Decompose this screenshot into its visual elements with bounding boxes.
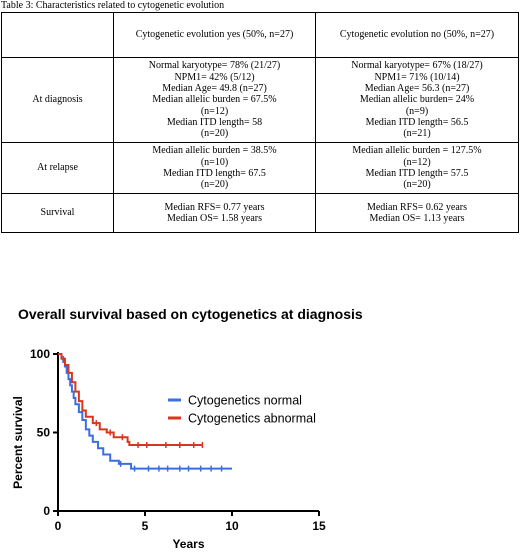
table-header-row: Cytogenetic evolution yes (50%, n=27) Cy… [1,12,519,58]
x-tick-label: 10 [225,519,239,533]
cell-line: (n=21) [403,128,431,140]
y-tick-label: 100 [30,347,50,361]
header-cell-empty [1,12,114,58]
y-tick-label: 50 [37,426,51,440]
table-caption: Table 3: Characteristics related to cyto… [1,0,225,11]
x-tick-label: 5 [142,519,149,533]
cell-line: Median RFS= 0.77 years [164,201,265,213]
cell-line: (n=10) [200,156,229,168]
cell-line: Median ITD length= 56.5 [365,116,469,128]
y-axis-label: Percent survival [11,396,25,489]
cell-line: (n=20) [403,179,431,191]
cell-yes: Median RFS= 0.77 years Median OS= 1.58 ye… [113,193,316,233]
cell-line: Median ITD length= 67.5 [163,168,266,179]
cell-line: Median allelic burden = 38.5% [152,145,277,157]
cell-line: (n=12) [403,156,431,168]
legend-label: Cytogenetics abnormal [188,412,316,426]
plot-area: 0 50 100 0 5 10 15 Years Percent survival Cytogen… [11,347,326,551]
cell-yes: Median allelic burden = 38.5% (n=10) Media… [113,142,316,194]
cell-no: Median allelic burden = 127.5% (n=12) Medi… [315,142,519,194]
header-cell-evolution-no: Cytogenetic evolution no (50%, n=27) [315,12,519,58]
cell-line: Median Age= 49.8 (n=27) [162,83,267,95]
table-row-at-relapse: At relapse Median allelic burden = 38.5%… [1,142,519,194]
cell-line: Median allelic burden = 67.5% [152,94,277,106]
cell-line: (n=9) [405,105,429,117]
table-row-at-diagnosis: At diagnosis Normal karyotype= 78% (21/2… [1,57,519,143]
legend-label: Cytogenetics normal [188,394,302,408]
row-label: At relapse [1,142,114,194]
table-row-survival: Survival Median RFS= 0.77 years Median OS… [1,193,519,233]
cell-no: Median RFS= 0.62 years Median OS= 1.13 ye… [315,193,519,233]
x-axis-label: Years [172,537,204,551]
cell-line: Median Age= 56.3 (n=27) [364,83,470,95]
cell-line: NPM1= 71% (10/14) [374,71,460,83]
cell-line: NPM1= 42% (5/12) [174,71,255,83]
cell-no: Normal karyotype= 67% (18/27) NPM1= 71% (… [315,57,519,143]
characteristics-table: Cytogenetic evolution yes (50%, n=27) Cy… [1,12,519,233]
cell-line: Median OS= 1.58 years [166,213,263,224]
x-tick-label: 0 [55,519,62,533]
cell-line: Median allelic burden= 24% [359,94,475,106]
cell-line: Median allelic burden = 127.5% [352,145,482,157]
series-line-1 [58,353,203,447]
cell-line: Normal karyotype= 78% (21/27) [148,60,281,72]
cell-line: Median OS= 1.13 years [369,213,465,224]
cell-line: Median ITD length= 58 [166,116,263,128]
row-label: Survival [1,193,114,233]
cell-line: (n=12) [200,105,229,117]
cell-line: Normal karyotype= 67% (18/27) [351,60,483,72]
cell-line: Median RFS= 0.62 years [366,201,468,213]
cell-line: Median ITD length= 57.5 [365,168,469,179]
cell-yes: Normal karyotype= 78% (21/27) NPM1= 42% (… [113,57,316,143]
chart-title: Overall survival based on cytogenetics a… [18,306,363,322]
row-label: At diagnosis [1,57,114,143]
header-cell-evolution-yes: Cytogenetic evolution yes (50%, n=27) [113,12,316,58]
survival-chart: Overall survival based on cytogenetics a… [11,306,363,551]
x-tick-label: 15 [312,519,326,533]
y-tick-label: 0 [43,504,50,518]
cell-line: (n=20) [200,128,229,140]
cell-line: (n=20) [200,179,229,191]
